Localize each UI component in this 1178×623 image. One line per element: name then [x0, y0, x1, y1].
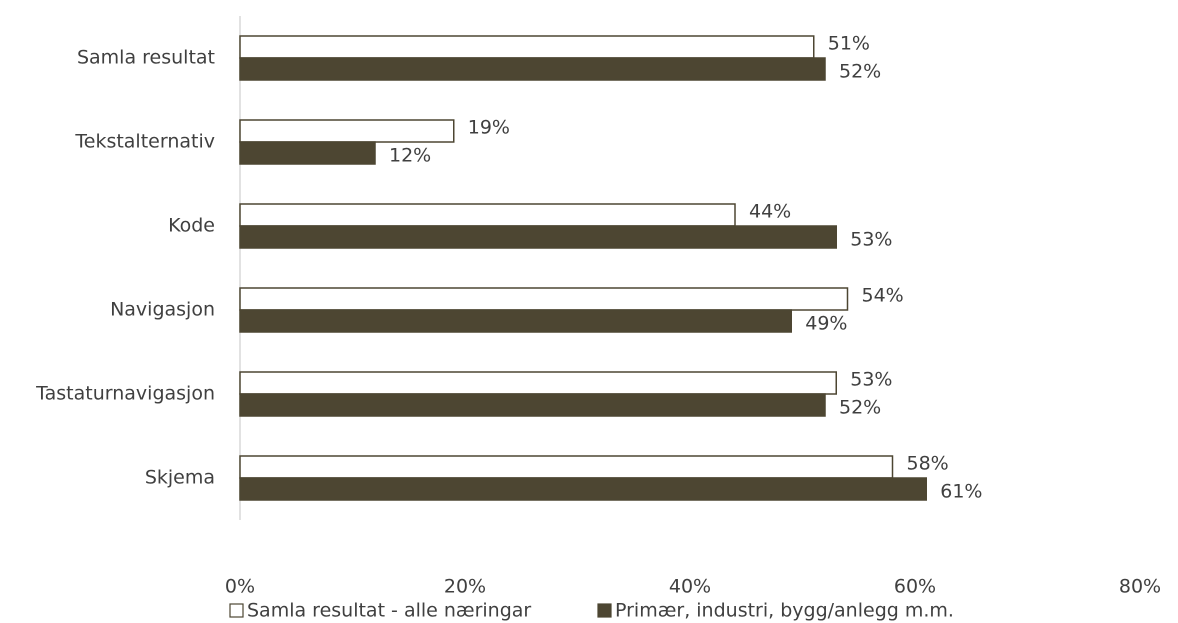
y-tick-label: Kode	[168, 215, 215, 237]
data-label: 52%	[839, 397, 881, 419]
data-label: 58%	[907, 453, 949, 475]
bar	[239, 393, 826, 417]
legend-swatch	[229, 603, 244, 618]
data-label: 44%	[749, 201, 791, 223]
x-tick-label: 60%	[894, 576, 936, 598]
data-label: 12%	[389, 145, 431, 167]
y-tick-label: Tekstalternativ	[74, 131, 215, 153]
data-label: 19%	[468, 117, 510, 139]
x-tick-label: 40%	[669, 576, 711, 598]
bar	[239, 287, 849, 311]
data-label: 61%	[940, 481, 982, 503]
bar	[239, 57, 826, 81]
legend-label: Samla resultat - alle næringar	[247, 600, 531, 622]
bar	[239, 35, 815, 59]
bar	[239, 477, 927, 501]
y-tick-label: Samla resultat	[77, 47, 215, 69]
x-tick-label: 80%	[1119, 576, 1161, 598]
y-tick-label: Navigasjon	[110, 299, 215, 321]
data-label: 52%	[839, 61, 881, 83]
x-tick-label: 20%	[444, 576, 486, 598]
bar	[239, 309, 792, 333]
bar	[239, 141, 376, 165]
x-tick-label: 0%	[225, 576, 255, 598]
bar	[239, 371, 837, 395]
bar	[239, 119, 455, 143]
data-label: 53%	[850, 229, 892, 251]
data-label: 53%	[850, 369, 892, 391]
data-label: 49%	[805, 313, 847, 335]
y-tick-label: Tastaturnavigasjon	[35, 383, 215, 405]
data-label: 54%	[862, 285, 904, 307]
y-tick-label: Skjema	[145, 467, 215, 489]
data-label: 51%	[828, 33, 870, 55]
bar	[239, 455, 894, 479]
bar	[239, 225, 837, 249]
legend-label: Primær, industri, bygg/anlegg m.m.	[615, 600, 954, 622]
legend-swatch	[597, 603, 612, 618]
bar	[239, 203, 736, 227]
